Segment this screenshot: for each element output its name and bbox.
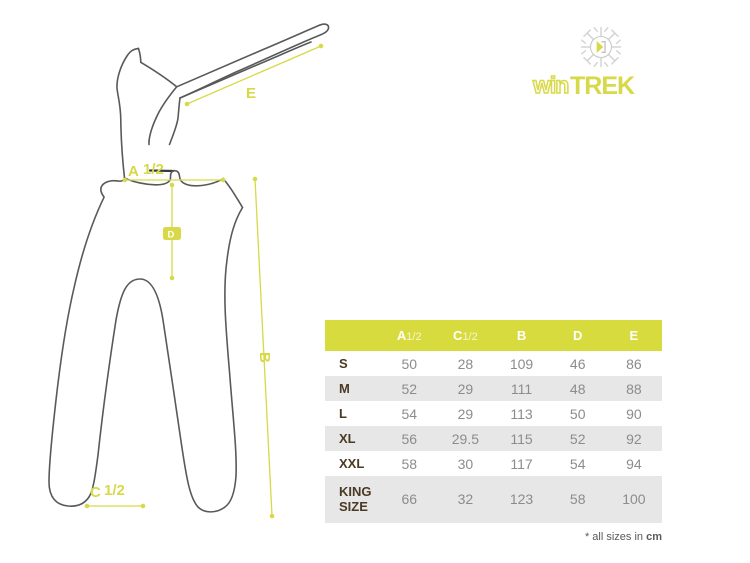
- svg-text:1/2: 1/2: [104, 482, 125, 499]
- svg-text:TREK: TREK: [570, 72, 635, 100]
- svg-text:B: B: [256, 352, 273, 363]
- svg-text:C: C: [90, 484, 101, 501]
- svg-text:D: D: [168, 229, 175, 240]
- svg-text:win: win: [532, 72, 568, 98]
- svg-text:E: E: [246, 85, 256, 102]
- svg-text:A: A: [128, 163, 139, 180]
- svg-text:1/2: 1/2: [143, 161, 164, 178]
